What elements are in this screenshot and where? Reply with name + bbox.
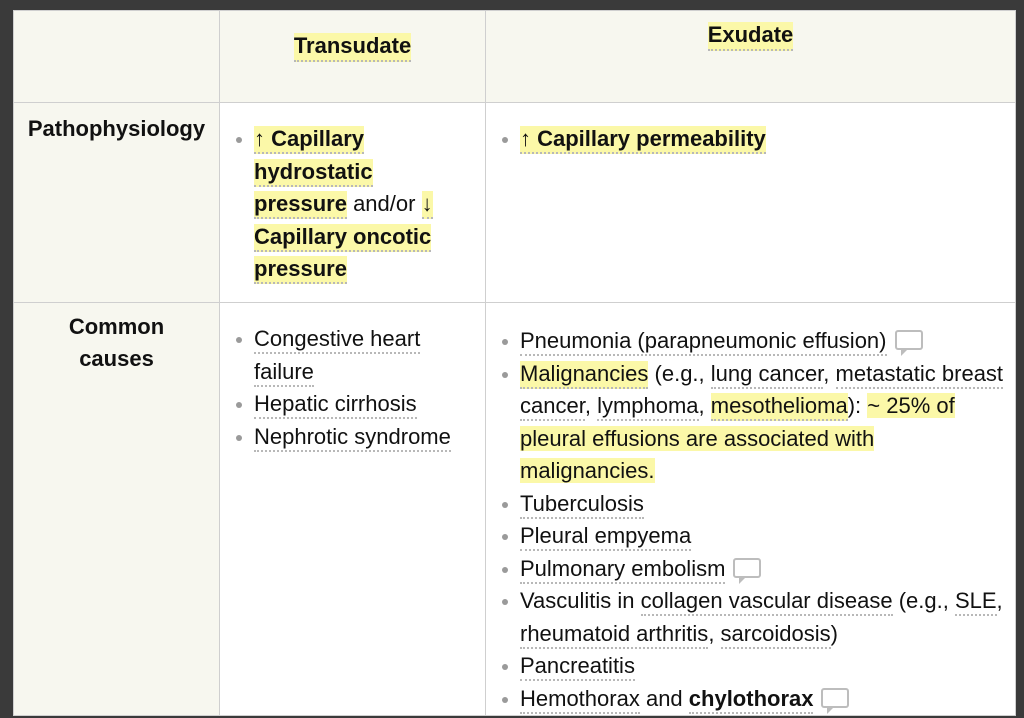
text: , xyxy=(584,393,598,418)
pneumonia-link[interactable]: Pneumonia (parapneumonic effusion) xyxy=(520,328,887,356)
comment-icon[interactable] xyxy=(894,330,923,357)
cell-exudate-pathophysiology: ↑ Capillary permeability xyxy=(485,102,1016,303)
row-common-causes: Common causes Congestive heart failure H… xyxy=(13,302,1016,716)
list-item: Pancreatitis xyxy=(486,650,1009,683)
list-item: Congestive heart failure xyxy=(220,323,465,388)
list-item: ↑ Capillary hydrostatic pressure and/or … xyxy=(220,123,467,286)
pancreatitis-link[interactable]: Pancreatitis xyxy=(520,653,635,681)
sarcoidosis-link[interactable]: sarcoidosis xyxy=(720,620,831,649)
text: (e.g., xyxy=(892,588,955,613)
list-item: Vasculitis in collagen vascular disease … xyxy=(486,585,1009,650)
text: ) xyxy=(830,620,838,646)
transudate-heading: Transudate xyxy=(293,33,412,62)
metastatic-breast-cancer-link[interactable]: metastatic breast cancer xyxy=(520,360,1004,421)
text: , xyxy=(996,588,1003,613)
list-item: Tuberculosis xyxy=(486,488,1009,521)
cell-transudate-causes: Congestive heart failure Hepatic cirrhos… xyxy=(219,302,486,716)
header-exudate: Exudate xyxy=(485,10,1016,103)
sle-link[interactable]: SLE xyxy=(954,588,997,616)
list-item: Hemothorax and chylothorax xyxy=(486,683,1009,716)
header-transudate: Transudate xyxy=(219,10,486,103)
list-item: Pneumonia (parapneumonic effusion) xyxy=(486,325,1009,358)
rheumatoid-arthritis-link[interactable]: rheumatoid arthritis xyxy=(520,620,709,649)
row-pathophysiology: Pathophysiology ↑ Capillary hydrostatic … xyxy=(13,102,1016,303)
text: , xyxy=(708,620,721,646)
comparison-table: Transudate Exudate Pathophysiology ↑ Cap… xyxy=(13,10,1016,716)
list-item: Malignancies (e.g., lung cancer, metasta… xyxy=(486,358,1009,488)
text: Vasculitis in xyxy=(520,588,641,613)
row-label-pathophysiology: Pathophysiology xyxy=(13,102,220,303)
list-item: ↑ Capillary permeability xyxy=(486,123,1015,156)
congestive-heart-failure-link[interactable]: Congestive heart failure xyxy=(254,326,421,387)
tuberculosis-link[interactable]: Tuberculosis xyxy=(520,490,644,519)
chylothorax-link[interactable]: chylothorax xyxy=(688,685,814,714)
text: ): xyxy=(847,393,868,418)
comment-icon[interactable] xyxy=(821,687,850,714)
lung-cancer-link[interactable]: lung cancer xyxy=(710,360,824,389)
text: and xyxy=(639,685,689,711)
common-causes-label: Common causes xyxy=(68,314,165,371)
pulmonary-embolism-link[interactable]: Pulmonary embolism xyxy=(520,555,726,584)
mesothelioma-link[interactable]: mesothelioma xyxy=(710,393,848,421)
pathophysiology-label: Pathophysiology xyxy=(27,116,206,141)
list-item: Nephrotic syndrome xyxy=(220,421,465,454)
pleural-empyema-link[interactable]: Pleural empyema xyxy=(520,523,692,551)
cell-exudate-causes: Pneumonia (parapneumonic effusion) Malig… xyxy=(485,302,1016,716)
list-item: Pulmonary embolism xyxy=(486,553,1009,586)
row-label-common-causes: Common causes xyxy=(13,302,220,716)
lymphoma-link[interactable]: lymphoma xyxy=(597,393,699,421)
collagen-vascular-disease-link[interactable]: collagen vascular disease xyxy=(640,588,893,616)
text: (e.g., xyxy=(648,360,711,386)
capillary-hydrostatic-link[interactable]: ↑ Capillary hydrostatic pressure xyxy=(254,126,373,219)
exudate-heading: Exudate xyxy=(707,22,794,51)
nephrotic-syndrome-link[interactable]: Nephrotic syndrome xyxy=(254,423,451,452)
header-row: Transudate Exudate xyxy=(13,10,1016,103)
header-empty xyxy=(13,10,220,103)
malignancies-link[interactable]: Malignancies xyxy=(520,360,649,389)
comment-icon[interactable] xyxy=(733,557,762,584)
cell-transudate-pathophysiology: ↑ Capillary hydrostatic pressure and/or … xyxy=(219,102,486,303)
hepatic-cirrhosis-link[interactable]: Hepatic cirrhosis xyxy=(254,391,417,419)
list-item: Pleural empyema xyxy=(486,520,1009,553)
text: , xyxy=(823,360,836,386)
list-item: Hepatic cirrhosis xyxy=(220,388,465,421)
hemothorax-link[interactable]: Hemothorax xyxy=(520,685,640,714)
capillary-permeability-link[interactable]: ↑ Capillary permeability xyxy=(520,126,766,154)
text: , xyxy=(698,393,711,418)
connector-text: and/or xyxy=(346,191,422,216)
